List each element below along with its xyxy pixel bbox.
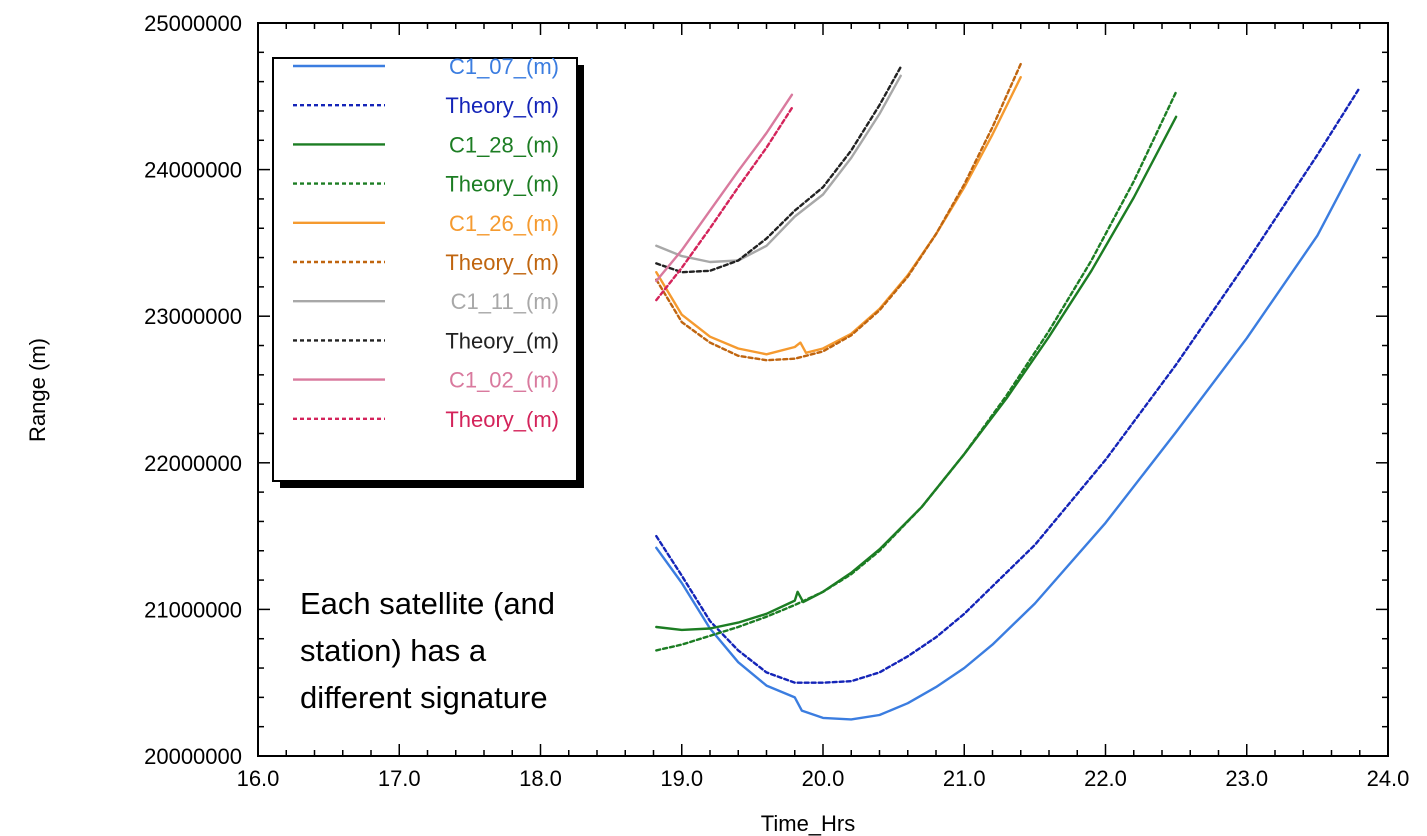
x-tick-label: 23.0 <box>1225 766 1268 791</box>
y-axis-tick-labels: 20000000 21000000 22000000 23000000 24000000… <box>144 11 242 769</box>
y-tick-label: 23000000 <box>144 304 242 329</box>
legend-label: C1_11_(m) <box>451 289 559 314</box>
x-axis-title: Time_Hrs <box>761 811 856 836</box>
legend-label: C1_26_(m) <box>449 211 559 236</box>
series-line-7 <box>655 74 902 264</box>
series-line-2 <box>655 86 1362 684</box>
series-line-9 <box>655 93 794 283</box>
x-tick-label: 24.0 <box>1367 766 1410 791</box>
series-line-6 <box>655 62 1022 362</box>
axis-ticks <box>257 22 1389 757</box>
annotation-line-1: Each satellite (and <box>300 586 555 621</box>
x-tick-label: 22.0 <box>1084 766 1127 791</box>
legend-label: C1_07_(m) <box>449 54 559 79</box>
series-line-10 <box>655 106 794 302</box>
x-tick-label: 18.0 <box>519 766 562 791</box>
x-tick-label: 17.0 <box>378 766 421 791</box>
legend-label: C1_28_(m) <box>449 132 559 157</box>
legend-box <box>272 57 578 482</box>
annotation-line-2: station) has a <box>300 633 487 668</box>
y-tick-label: 21000000 <box>144 597 242 622</box>
legend-items: C1_07_(m) Theory_(m) C1_28_(m) Theory_(m) C1… <box>293 54 559 432</box>
y-tick-label: 25000000 <box>144 11 242 36</box>
legend-label: Theory_(m) <box>445 93 559 118</box>
x-tick-label: 21.0 <box>943 766 986 791</box>
series-line-4 <box>655 90 1178 652</box>
series-line-5 <box>655 75 1022 356</box>
plot-series <box>655 62 1362 721</box>
legend-label: Theory_(m) <box>445 407 559 432</box>
x-tick-label: 19.0 <box>660 766 703 791</box>
legend-label: C1_02_(m) <box>449 368 559 393</box>
legend: C1_07_(m) Theory_(m) C1_28_(m) Theory_(m) C1… <box>272 54 584 488</box>
series-line-3 <box>655 115 1178 632</box>
legend-label: Theory_(m) <box>445 172 559 197</box>
annotation-line-3: different signature <box>300 680 548 715</box>
x-tick-label: 16.0 <box>237 766 280 791</box>
y-tick-label: 22000000 <box>144 451 242 476</box>
legend-label: Theory_(m) <box>445 250 559 275</box>
x-axis-tick-labels: 16.0 17.0 18.0 19.0 20.0 21.0 22.0 23.0 24.0 <box>237 766 1410 791</box>
series-line-8 <box>655 65 902 274</box>
series-line-1 <box>655 153 1362 721</box>
y-tick-label: 20000000 <box>144 744 242 769</box>
y-axis-title: Range (m) <box>25 338 50 442</box>
x-tick-label: 20.0 <box>802 766 845 791</box>
annotation: Each satellite (and station) has a diffe… <box>300 586 555 715</box>
legend-label: Theory_(m) <box>445 328 559 353</box>
y-tick-label: 24000000 <box>144 158 242 183</box>
